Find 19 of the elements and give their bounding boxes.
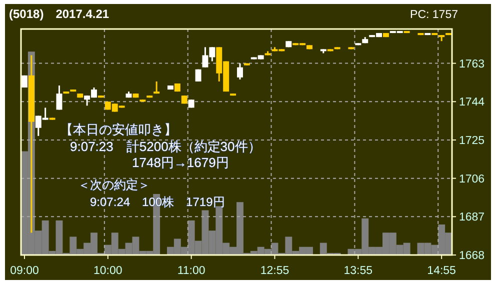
chart-subtitle: PC: 1757 [410, 9, 458, 21]
annotation: ＜次の約定＞ [78, 178, 150, 192]
chart-title: (5018) 2017.4.21 [9, 7, 110, 21]
annotation: 9:07:24 100株 1719円 [90, 195, 225, 209]
y-tick-label: 1725 [459, 134, 485, 147]
y-tick-label: 1706 [459, 173, 485, 186]
y-tick-label: 1744 [459, 96, 486, 109]
y-tick-label: 1763 [459, 58, 485, 70]
annotation: 【本日の安値叩き】 [60, 122, 177, 137]
annotation: 9:07:23 計5200株（約定30件） [70, 139, 261, 154]
annotation: 1748円→1679円 [132, 155, 229, 170]
x-tick-label: 12:55 [260, 265, 290, 277]
x-tick-label: 10:00 [94, 265, 122, 277]
x-tick-label: 13:55 [344, 265, 373, 277]
x-tick-label: 11:00 [177, 265, 206, 277]
y-tick-label: 1687 [459, 212, 485, 224]
y-tick-label: 1668 [459, 250, 485, 262]
x-tick-label: 14:55 [427, 265, 456, 277]
x-tick-label: 09:00 [10, 265, 39, 277]
